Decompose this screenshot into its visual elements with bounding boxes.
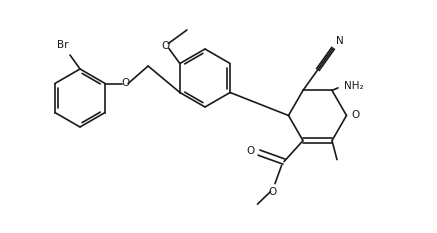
Text: O: O <box>268 187 277 197</box>
Text: O: O <box>351 110 360 120</box>
Text: O: O <box>247 146 255 156</box>
Text: N: N <box>336 36 344 46</box>
Text: O: O <box>121 79 129 89</box>
Text: O: O <box>162 41 170 51</box>
Text: NH₂: NH₂ <box>344 81 364 91</box>
Text: Br: Br <box>56 40 68 50</box>
